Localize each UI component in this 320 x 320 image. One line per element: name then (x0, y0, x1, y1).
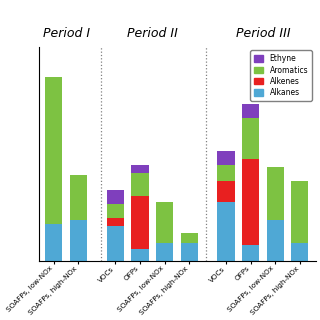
Bar (107, 190, 124, 204)
Bar (107, 218, 124, 227)
Bar (131, 173, 148, 196)
Bar (180, 233, 198, 243)
Bar (242, 245, 259, 261)
Bar (156, 243, 173, 261)
Text: Period III: Period III (236, 28, 290, 40)
Bar (217, 181, 235, 202)
Bar (217, 151, 235, 165)
Bar (107, 204, 124, 218)
Bar (131, 249, 148, 261)
Bar (267, 220, 284, 261)
Bar (45, 224, 62, 261)
Bar (70, 220, 87, 261)
Text: Period I: Period I (43, 28, 90, 40)
Bar (107, 227, 124, 261)
Bar (242, 118, 259, 159)
Bar (131, 196, 148, 249)
Bar (131, 165, 148, 173)
Bar (217, 202, 235, 261)
Bar (267, 167, 284, 220)
Bar (70, 175, 87, 220)
Bar (291, 243, 308, 261)
Bar (291, 181, 308, 243)
Bar (180, 243, 198, 261)
Bar (156, 202, 173, 243)
Bar (242, 104, 259, 118)
Bar (242, 159, 259, 245)
Bar (217, 165, 235, 181)
Legend: Ethyne, Aromatics, Alkenes, Alkanes: Ethyne, Aromatics, Alkenes, Alkanes (251, 51, 312, 101)
Bar (45, 77, 62, 224)
Text: Period II: Period II (127, 28, 178, 40)
